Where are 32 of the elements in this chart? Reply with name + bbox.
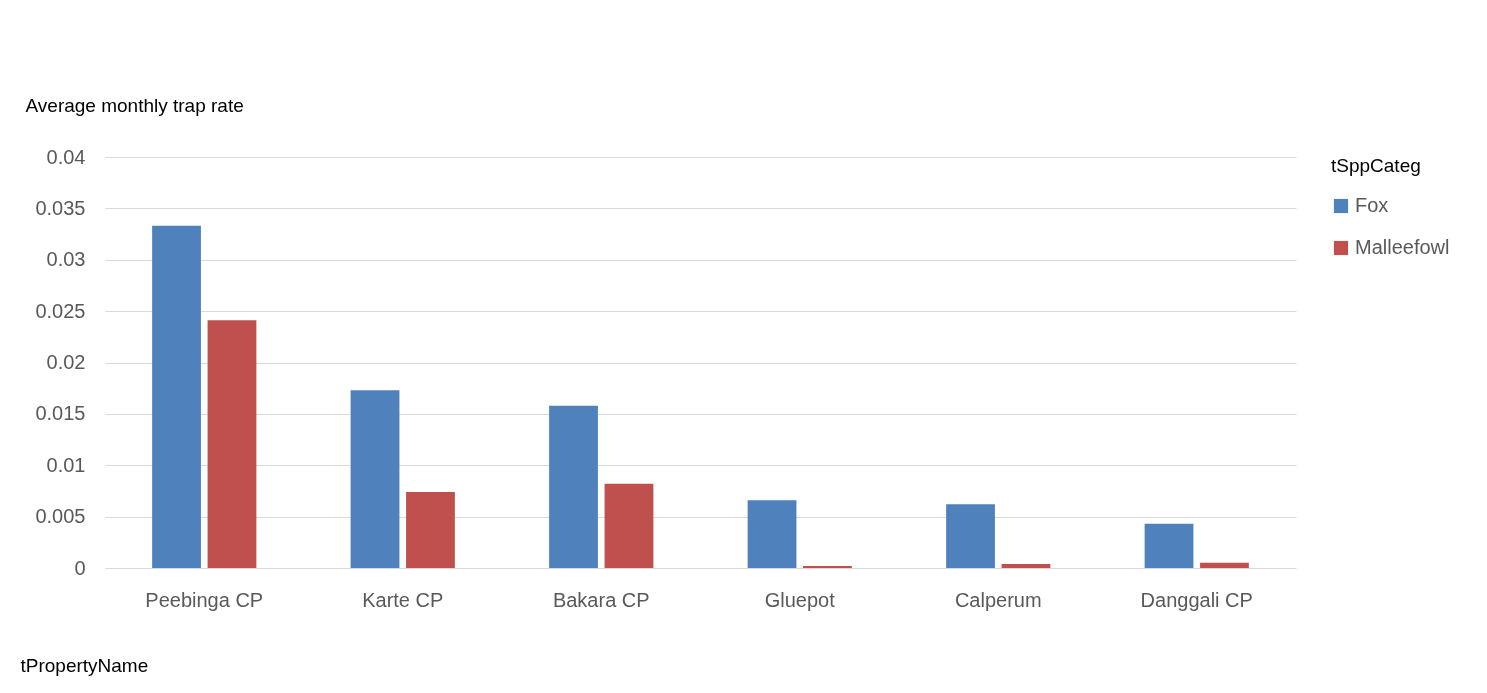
y-tick-label: 0.02 bbox=[46, 351, 86, 373]
legend-label: Fox bbox=[1355, 194, 1389, 216]
y-tick-label: 0.015 bbox=[35, 402, 86, 425]
bar bbox=[350, 390, 400, 568]
y-axis-title: Average monthly trap rate bbox=[25, 94, 244, 116]
y-tick-label: 0.005 bbox=[35, 505, 86, 528]
x-tick-label: Calperum bbox=[954, 588, 1042, 611]
y-tick-label: 0.01 bbox=[46, 453, 86, 476]
x-tick-label: Bakara CP bbox=[552, 588, 650, 611]
x-tick-label: Gluepot bbox=[764, 588, 836, 611]
x-tick-label: Karte CP bbox=[362, 588, 444, 611]
bar bbox=[207, 320, 257, 568]
bar bbox=[152, 225, 201, 568]
bar bbox=[946, 504, 995, 568]
bar bbox=[1144, 523, 1194, 568]
y-tick-label: 0.04 bbox=[46, 145, 86, 168]
y-tick-label: 0 bbox=[74, 556, 86, 579]
x-tick-label: Danggali CP bbox=[1140, 588, 1253, 611]
x-axis-title: tPropertyName bbox=[20, 654, 149, 676]
bar bbox=[549, 405, 598, 568]
x-tick-label: Peebinga CP bbox=[145, 588, 264, 611]
legend-title: tSppCateg bbox=[1331, 155, 1421, 176]
bar bbox=[803, 565, 852, 568]
legend-label: Malleefowl bbox=[1355, 236, 1450, 258]
bar bbox=[1001, 563, 1051, 568]
y-tick-label: 0.025 bbox=[35, 299, 86, 322]
y-tick-label: 0.03 bbox=[46, 248, 86, 271]
y-tick-label: 0.035 bbox=[35, 196, 86, 219]
bar bbox=[604, 483, 654, 568]
bar bbox=[406, 491, 455, 568]
bar bbox=[1200, 562, 1249, 568]
bar bbox=[747, 500, 797, 568]
